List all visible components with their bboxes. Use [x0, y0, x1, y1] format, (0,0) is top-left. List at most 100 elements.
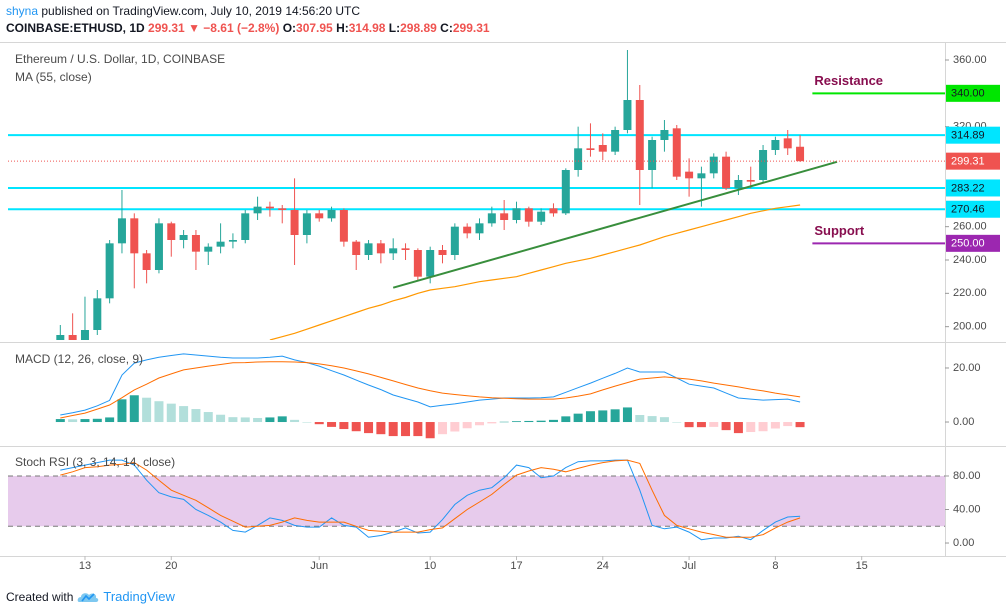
candle-body [463, 226, 472, 234]
histogram-bar [425, 422, 435, 439]
candle-body [524, 208, 533, 222]
candle-body [315, 213, 324, 219]
stoch-line [60, 459, 801, 538]
histogram-bar [733, 422, 743, 434]
level-label: 283.22 [951, 182, 985, 194]
histogram-bar [598, 410, 608, 423]
candle-body [401, 248, 410, 250]
y-tick-label: 260.00 [953, 221, 987, 233]
histogram-bar [302, 422, 312, 423]
y-tick-label: 240.00 [953, 254, 987, 266]
candle-body [93, 298, 102, 330]
candle-body [191, 235, 200, 252]
candle-body [623, 100, 632, 130]
candle-body [771, 140, 780, 150]
candle-body [130, 218, 139, 254]
level-box [946, 200, 1000, 218]
y-tick-label: 40.00 [953, 503, 981, 515]
axes: 13 20 Jun 10 17 24 Jul 8 15 200.00 220.00 240.00 260… [79, 54, 1000, 572]
histogram-bar [561, 416, 571, 423]
candle-body [648, 140, 657, 170]
candle-body [327, 210, 336, 219]
candle-body [228, 240, 237, 242]
candle-body [56, 335, 65, 340]
pane-title: Stoch RSI (3, 3, 14, 14, close) [15, 455, 175, 469]
histogram-bar [339, 422, 349, 430]
histogram-bar [216, 414, 226, 423]
candle-body [352, 241, 361, 255]
histogram-bar [265, 417, 275, 423]
change: ▼ −8.61 (−2.8%) [188, 21, 280, 35]
publish-line: shyna published on TradingView.com, July… [6, 3, 490, 20]
level-label: 270.46 [951, 204, 985, 216]
histogram-bar [438, 422, 448, 435]
histogram-bar [327, 422, 337, 427]
histogram-bar [795, 422, 805, 428]
candle-body [635, 100, 644, 170]
histogram-bar [253, 417, 263, 423]
candle-body [142, 253, 151, 270]
zone-text: Resistance [814, 73, 883, 88]
histogram-bar [758, 422, 768, 432]
histogram-bar [709, 422, 719, 427]
histogram-bar [499, 421, 509, 423]
footer-text: Created with [6, 589, 74, 604]
brand[interactable]: TradingView [103, 589, 175, 604]
histogram-bar [166, 403, 176, 423]
candle-body [167, 223, 176, 240]
candle-body [450, 226, 459, 255]
candle-body [598, 145, 607, 152]
stoch-line [60, 459, 801, 541]
y-tick-label: 0.00 [953, 416, 974, 428]
y-tick-label: 0.00 [953, 537, 974, 549]
histogram-bar [511, 421, 521, 423]
footer: Created with TradingView [6, 589, 175, 604]
candle-body [660, 130, 669, 140]
ohlc-value: 298.89 [400, 21, 437, 35]
candle-body [426, 250, 435, 277]
candle-body [796, 146, 805, 162]
ohlc-label: L: [388, 21, 401, 35]
histogram-bar [721, 422, 731, 431]
histogram-bar [376, 422, 386, 435]
candle-body [68, 335, 77, 340]
price-pane: Resistance Support MA (55, close) Ethereum … [8, 50, 945, 340]
histogram-bar [573, 413, 583, 423]
histogram-bar [475, 422, 484, 426]
level-box [946, 179, 1000, 197]
histogram-bar [401, 422, 411, 437]
publish-text: published on TradingView.com, July 10, 2… [41, 4, 361, 18]
candle-body [438, 250, 447, 255]
histogram-bar [92, 418, 102, 423]
ma-line [269, 204, 801, 340]
x-tick-label: 24 [597, 560, 609, 572]
histogram-bar [179, 406, 189, 423]
zone-text: Support [814, 223, 864, 238]
candle-body [475, 223, 484, 234]
histogram-bar [191, 409, 201, 423]
x-tick-label: Jun [310, 560, 328, 572]
last-price-box [946, 152, 1000, 170]
x-tick-label: 10 [424, 560, 436, 572]
histogram-bar [696, 422, 706, 428]
histogram-bar [647, 416, 657, 423]
histogram-bar [129, 395, 139, 423]
candle-body [722, 156, 731, 189]
pane-title: Ethereum / U.S. Dollar, 1D, COINBASE [15, 52, 225, 66]
author[interactable]: shyna [6, 4, 39, 18]
level-box [946, 126, 1000, 144]
x-tick-label: 15 [856, 560, 868, 572]
histogram-bar [290, 419, 300, 423]
candle-body [586, 148, 595, 150]
macd-line [60, 361, 801, 419]
candle-body [290, 210, 299, 235]
histogram-bar [228, 417, 238, 423]
candle-body [364, 243, 373, 255]
candle-body [179, 235, 188, 240]
candle-body [709, 156, 718, 174]
candle-body [339, 210, 348, 242]
histogram-bar [462, 422, 472, 429]
histogram-bar [80, 419, 90, 423]
histogram-bar [277, 416, 287, 423]
zone-label: 340.00 [951, 88, 985, 100]
